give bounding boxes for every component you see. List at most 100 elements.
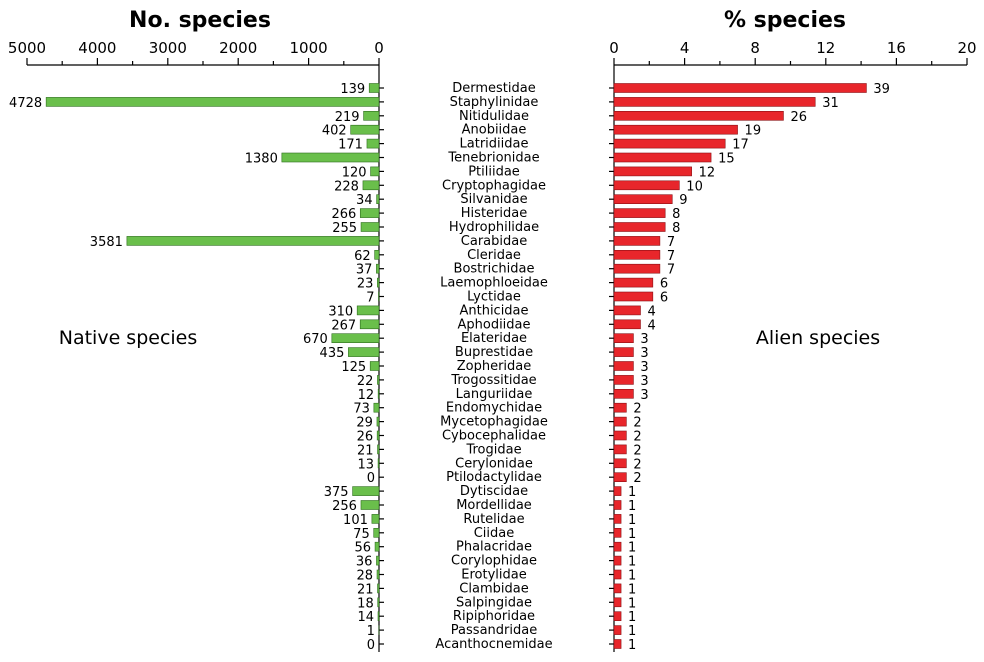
native-bar [376, 430, 380, 441]
native-bar [359, 208, 380, 218]
native-bar [356, 305, 380, 316]
native-value-label: 0 [367, 471, 375, 486]
alien-value-label: 3 [640, 388, 648, 403]
alien-value-label: 1 [628, 499, 636, 514]
family-label: Mycetophagidae [440, 415, 548, 430]
alien-value-label: 1 [628, 541, 636, 556]
alien-chart-title: % species [724, 8, 846, 33]
native-bar [376, 416, 380, 427]
native-bar [373, 402, 380, 413]
native-value-label: 255 [332, 221, 357, 236]
alien-bar [613, 111, 784, 121]
native-value-label: 37 [356, 263, 373, 278]
alien-value-label: 3 [640, 374, 648, 389]
family-label: Rutelidae [463, 512, 524, 527]
native-tick-label: 4000 [78, 39, 116, 57]
native-value-label: 62 [354, 249, 371, 264]
family-label: Carabidae [461, 234, 527, 249]
alien-bar [613, 152, 712, 163]
alien-bar [613, 263, 661, 274]
native-bar [374, 250, 380, 260]
native-value-label: 139 [340, 82, 365, 97]
native-bar [370, 166, 380, 177]
alien-value-label: 1 [628, 582, 636, 597]
alien-bar [613, 527, 622, 538]
native-bar [368, 83, 380, 93]
native-bar [281, 152, 380, 163]
family-label: Corylophidae [451, 554, 537, 569]
family-label: Cryptophagidae [442, 178, 546, 193]
alien-bar [613, 138, 726, 149]
family-label: Ptilodactylidae [446, 470, 542, 485]
family-label: Anobiidae [462, 123, 527, 138]
alien-value-label: 26 [790, 110, 807, 125]
native-value-label: 12 [358, 388, 375, 403]
alien-bar [613, 639, 622, 649]
native-tick-label: 2000 [219, 39, 257, 57]
alien-bar [613, 569, 622, 580]
native-value-label: 171 [338, 138, 363, 153]
family-label: Trogidae [465, 442, 521, 457]
alien-bar [613, 347, 634, 357]
native-value-label: 219 [335, 110, 360, 125]
native-value-label: 14 [357, 610, 374, 625]
alien-bar [613, 319, 641, 330]
family-label: Trogossitidae [450, 373, 536, 388]
native-bar [377, 583, 380, 594]
native-value-label: 375 [324, 485, 349, 500]
alien-bar [613, 166, 692, 177]
alien-value-label: 7 [667, 235, 675, 250]
alien-value-label: 19 [745, 124, 762, 139]
native-value-label: 36 [356, 555, 373, 570]
alien-value-label: 1 [628, 596, 636, 611]
alien-bar [613, 305, 641, 316]
native-value-label: 29 [356, 416, 373, 431]
alien-value-label: 3 [640, 332, 648, 347]
alien-tick-label: 4 [680, 39, 690, 57]
family-label: Nitidulidae [459, 109, 529, 124]
alien-value-label: 1 [628, 610, 636, 625]
native-bar [377, 597, 380, 608]
family-label: Tenebrionidae [447, 151, 539, 166]
alien-value-label: 17 [732, 138, 749, 153]
native-value-label: 22 [357, 374, 374, 389]
alien-value-label: 10 [686, 179, 703, 194]
alien-bar [613, 583, 622, 594]
alien-value-label: 1 [628, 513, 636, 528]
native-bar [45, 97, 380, 107]
native-value-label: 13 [358, 457, 375, 472]
family-label: Ciidae [474, 526, 515, 541]
native-bar [377, 277, 380, 288]
native-value-label: 3581 [90, 235, 123, 250]
alien-value-label: 8 [672, 207, 680, 222]
native-value-label: 18 [357, 596, 374, 611]
alien-value-label: 8 [672, 221, 680, 236]
alien-bar [613, 277, 654, 288]
alien-value-label: 1 [628, 569, 636, 584]
alien-value-label: 2 [633, 430, 641, 445]
family-label: Buprestidae [455, 345, 533, 360]
family-label: Cerylonidae [455, 456, 533, 471]
family-label: Salpingidae [456, 595, 532, 610]
alien-bar [613, 124, 738, 135]
native-tick-label: 5000 [8, 39, 46, 57]
native-value-label: 23 [357, 277, 374, 292]
alien-value-label: 15 [718, 152, 735, 167]
alien-value-label: 2 [633, 443, 641, 458]
native-tick-label: 1000 [290, 39, 328, 57]
alien-bar [613, 402, 627, 413]
alien-bar [613, 208, 666, 218]
alien-bar [613, 472, 627, 483]
native-bar [373, 527, 380, 538]
native-value-label: 228 [334, 179, 359, 194]
alien-value-label: 2 [633, 402, 641, 417]
native-bar [376, 194, 380, 204]
family-label: Clambidae [459, 581, 528, 596]
alien-value-label: 2 [633, 416, 641, 431]
family-label: Zopheridae [457, 359, 532, 374]
native-value-label: 21 [357, 443, 374, 458]
alien-value-label: 7 [667, 263, 675, 278]
native-value-label: 125 [341, 360, 366, 375]
family-label: Dytiscidae [460, 484, 528, 499]
